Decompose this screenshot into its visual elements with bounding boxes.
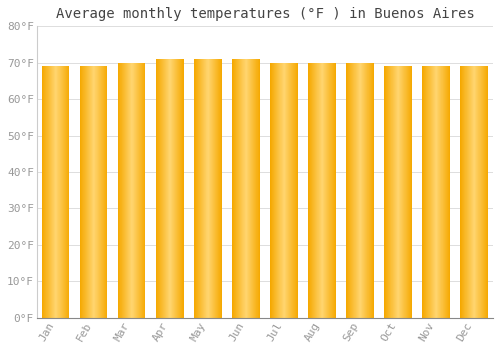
- Title: Average monthly temperatures (°F ) in Buenos Aires: Average monthly temperatures (°F ) in Bu…: [56, 7, 474, 21]
